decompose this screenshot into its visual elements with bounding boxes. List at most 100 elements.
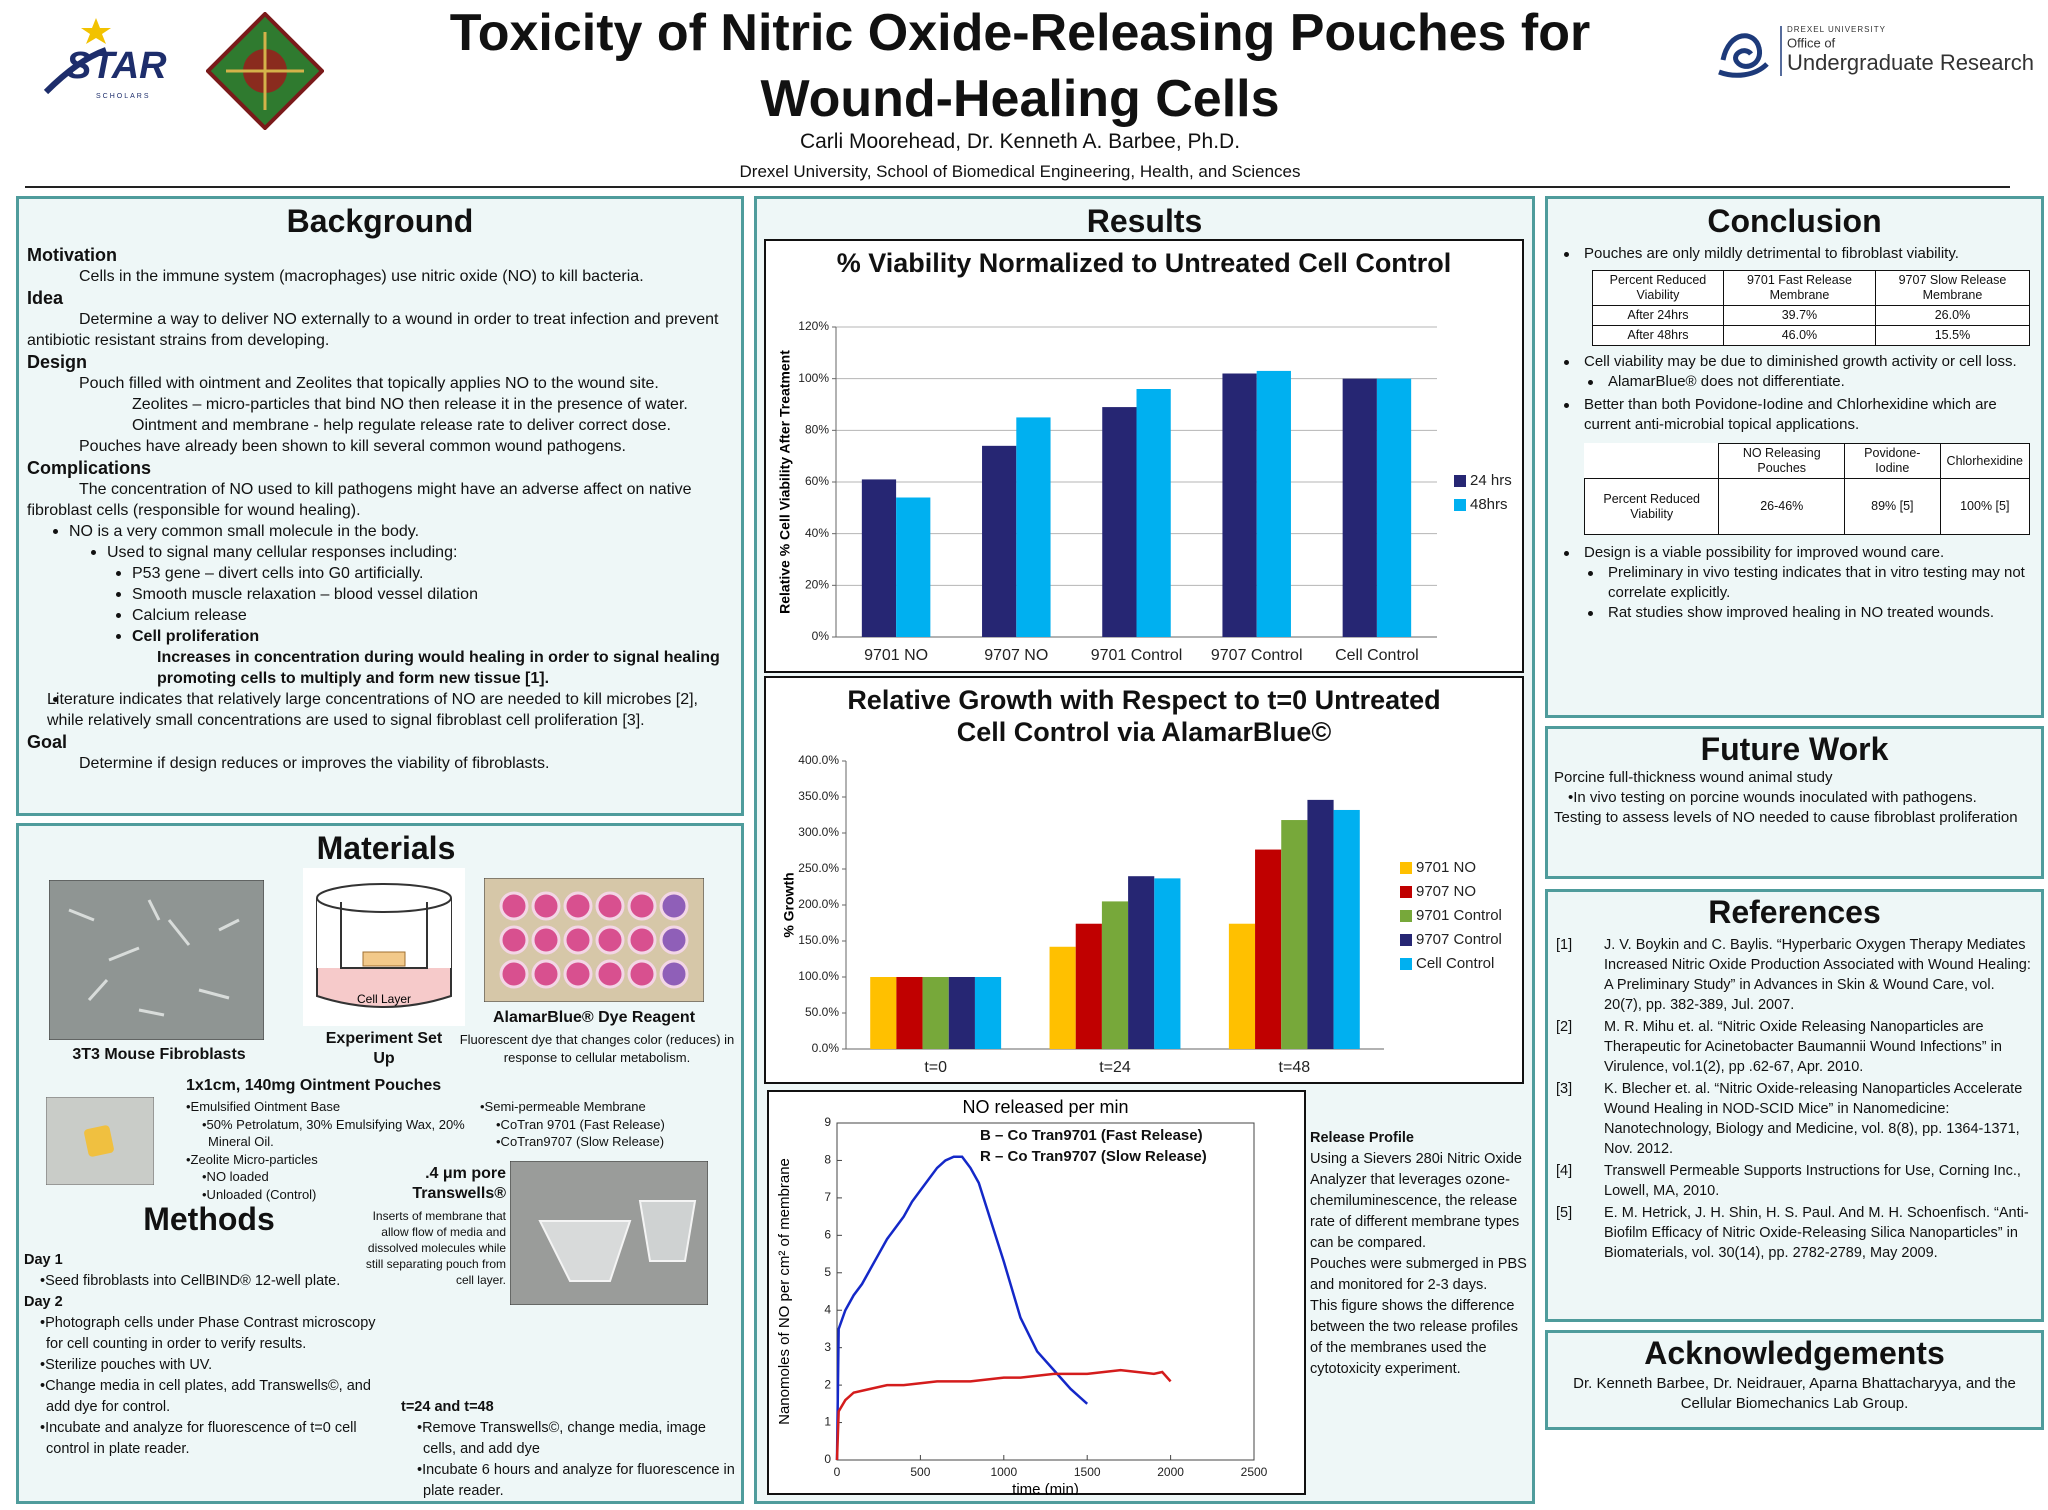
reference-text: E. M. Hetrick, J. H. Shin, H. S. Paul. A… bbox=[1604, 1205, 2029, 1261]
reference-text: M. R. Mihu et. al. “Nitric Oxide Releasi… bbox=[1604, 1019, 2002, 1075]
paragraph: This figure shows the difference between… bbox=[1310, 1298, 1518, 1377]
chart-title: NO released per min bbox=[962, 1097, 1128, 1117]
reference: [1] J. V. Boykin and C. Baylis. “Hyperbar… bbox=[1556, 935, 2033, 1015]
x-tick-label: 9707 Control bbox=[1211, 647, 1303, 664]
table-cell: 15.5% bbox=[1874, 325, 2031, 346]
x-axis-label: time (min) bbox=[1012, 1481, 1079, 1495]
table-header: Chlorhexidine bbox=[1939, 443, 2031, 479]
materials-section: Materials 3T3 Mouse Fibroblasts Cell Lay… bbox=[16, 823, 744, 1504]
bar bbox=[1256, 370, 1291, 637]
methods-left: Day 1 •Seed fibroblasts into CellBIND® 1… bbox=[24, 1250, 396, 1460]
y-tick-label: 100% bbox=[798, 371, 829, 385]
bar bbox=[896, 977, 923, 1049]
bar bbox=[896, 497, 931, 637]
paragraph: Testing to assess levels of NO needed to… bbox=[1554, 809, 2018, 826]
y-tick-label: 3 bbox=[824, 1340, 831, 1354]
table-header: NO Releasing Pouches bbox=[1718, 443, 1846, 479]
reference-label: [3] bbox=[1556, 1081, 1573, 1097]
bar bbox=[922, 977, 949, 1049]
section-title: Acknowledgements bbox=[1644, 1335, 1945, 1371]
bullet: Preliminary in vivo testing indicates th… bbox=[1556, 563, 2033, 603]
legend-swatch bbox=[1400, 862, 1412, 874]
logo-university: DREXEL UNIVERSITY bbox=[1787, 25, 1886, 34]
line-series bbox=[835, 1155, 1089, 1461]
bar bbox=[1101, 901, 1129, 1049]
legend-label: 24 hrs bbox=[1470, 472, 1512, 489]
header-rule bbox=[25, 186, 2010, 188]
section-title: Materials bbox=[316, 830, 456, 866]
list-item: •Seed fibroblasts into CellBIND® 12-well… bbox=[40, 1273, 341, 1289]
section-title: Conclusion bbox=[1707, 203, 1882, 239]
references-section: References [1] J. V. Boykin and C. Baylis… bbox=[1545, 889, 2044, 1322]
drexel-logo: DREXEL UNIVERSITY Office of Undergraduat… bbox=[1718, 25, 2034, 78]
logo-office: Office of bbox=[1787, 35, 1836, 50]
list-item: •CoTran 9701 (Fast Release) bbox=[496, 1116, 665, 1132]
y-tick-label: 250.0% bbox=[798, 861, 839, 875]
x-tick-label: 2000 bbox=[1157, 1465, 1184, 1479]
x-tick-label: 9701 Control bbox=[1091, 647, 1183, 664]
table-cell: 46.0% bbox=[1722, 325, 1876, 346]
table-header: Povidone-Iodine bbox=[1844, 443, 1941, 479]
y-tick-label: 0% bbox=[812, 629, 830, 643]
table: Percent Reduced Viability 9701 Fast Relea… bbox=[1592, 270, 2031, 346]
legend-label: 48hrs bbox=[1470, 496, 1508, 513]
list-item: •Sterilize pouches with UV. bbox=[40, 1357, 213, 1373]
table-header: 9701 Fast Release Membrane bbox=[1722, 270, 1876, 306]
table-cell: 39.7% bbox=[1722, 305, 1876, 326]
reference-label: [5] bbox=[1556, 1205, 1573, 1221]
chart-title: Relative Growth with Respect to t=0 Untr… bbox=[847, 685, 1441, 747]
bullet: Increases in concentration during would … bbox=[157, 649, 720, 687]
table: NO Releasing Pouches Povidone-Iodine Chlor… bbox=[1583, 443, 2031, 535]
x-tick-label: 1000 bbox=[990, 1465, 1017, 1479]
list-item: •Incubate and analyze for fluorescence o… bbox=[40, 1420, 357, 1457]
subheading: Design bbox=[27, 352, 88, 372]
legend-swatch bbox=[1454, 475, 1466, 487]
legend-swatch bbox=[1400, 910, 1412, 922]
methods-right: t=24 and t=48 •Remove Transwells©, chang… bbox=[401, 1397, 736, 1502]
plot-frame bbox=[836, 1122, 1255, 1461]
y-tick-label: 20% bbox=[805, 578, 829, 592]
bar bbox=[1281, 820, 1308, 1049]
legend-label: 9701 Control bbox=[1416, 907, 1502, 924]
subheading: Goal bbox=[27, 732, 68, 752]
y-tick-label: 350.0% bbox=[798, 789, 839, 803]
bar bbox=[974, 977, 1002, 1049]
y-tick-label: 40% bbox=[805, 526, 829, 540]
paragraph: Determine if design reduces or improves … bbox=[79, 755, 550, 772]
bullet: Pouches are only mildly detrimental to f… bbox=[1556, 244, 2033, 264]
subheading: Day 1 bbox=[24, 1252, 63, 1268]
bar bbox=[1228, 923, 1256, 1049]
reference: [3] K. Blecher et. al. “Nitric Oxide-rele… bbox=[1556, 1079, 2033, 1159]
list-item: •Incubate 6 hours and analyze for fluore… bbox=[417, 1462, 735, 1499]
bullet: NO is a very common small molecule in th… bbox=[27, 521, 733, 542]
subheading: 1x1cm, 140mg Ointment Pouches bbox=[186, 1077, 442, 1094]
section-title: Background bbox=[286, 203, 474, 239]
y-tick-label: 9 bbox=[824, 1115, 831, 1129]
legend-label: 9707 Control bbox=[1416, 931, 1502, 948]
list-item: •Zeolite Micro-particles bbox=[186, 1151, 318, 1167]
subheading: t=24 and t=48 bbox=[401, 1399, 494, 1415]
photo-frame bbox=[49, 880, 264, 1040]
future-work-section: Future Work Porcine full-thickness wound… bbox=[1545, 726, 2044, 879]
logo-cross bbox=[226, 32, 304, 110]
paragraph: Zeolites – micro-particles that bind NO … bbox=[132, 396, 688, 413]
bar bbox=[1016, 417, 1051, 637]
y-tick-label: 200.0% bbox=[798, 897, 839, 911]
y-tick-label: 120% bbox=[798, 319, 829, 333]
list-item: •Emulsified Ointment Base bbox=[186, 1099, 341, 1114]
reference: [4] Transwell Permeable Supports Instruct… bbox=[1556, 1161, 2033, 1201]
table-cell: 26-46% bbox=[1718, 478, 1846, 535]
list-item: •Change media in cell plates, add Transw… bbox=[40, 1378, 371, 1415]
x-tick-label: 0 bbox=[834, 1465, 841, 1479]
reference-label: [1] bbox=[1556, 937, 1573, 953]
section-title: Future Work bbox=[1700, 731, 1889, 767]
transwell-photo bbox=[510, 1161, 708, 1305]
acknowledgements-section: Acknowledgements Dr. Kenneth Barbee, Dr.… bbox=[1545, 1330, 2044, 1430]
paragraph: The concentration of NO used to kill pat… bbox=[27, 481, 692, 519]
y-tick-label: 400.0% bbox=[798, 753, 839, 767]
conclusion-section: Conclusion Pouches are only mildly detri… bbox=[1545, 196, 2044, 718]
x-tick-label: t=24 bbox=[1099, 1059, 1131, 1076]
pouch bbox=[362, 951, 406, 967]
table-cell: 26.0% bbox=[1874, 305, 2031, 326]
paragraph: Determine a way to deliver NO externally… bbox=[27, 311, 719, 349]
